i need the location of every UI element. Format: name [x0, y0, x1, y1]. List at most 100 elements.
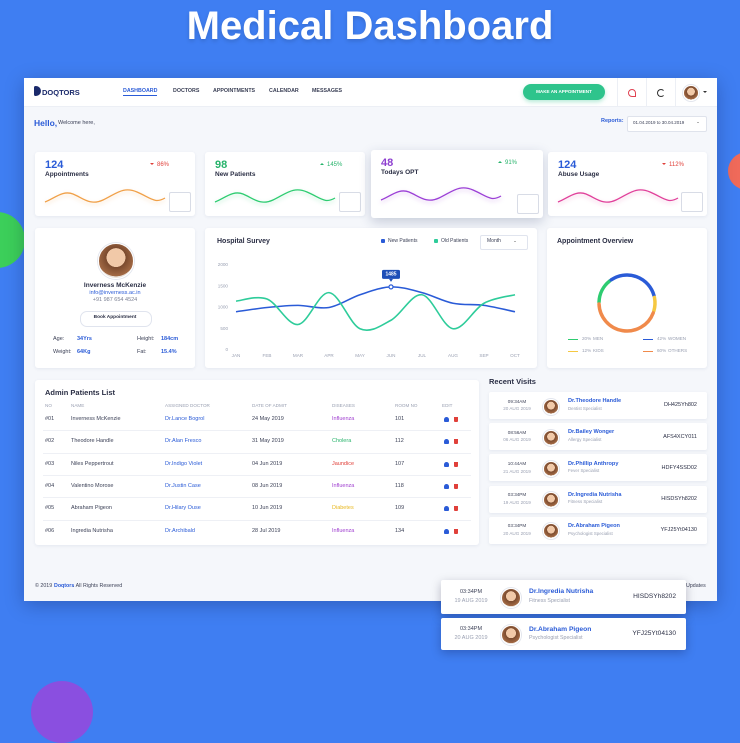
- visit-date: 20 AUG 2019: [503, 530, 531, 536]
- donut-card: [547, 228, 707, 368]
- table-cell: Dr.Indigo Violet: [165, 460, 203, 467]
- date-range-box[interactable]: [627, 116, 707, 132]
- stat-label: Todays OPT: [381, 169, 419, 176]
- table-cell: Abraham Pigeon: [71, 505, 112, 512]
- stat-value: 124: [45, 159, 64, 171]
- legend-value: 60%: [657, 348, 667, 353]
- date-caret: [697, 122, 699, 124]
- legend-value: 42%: [657, 336, 667, 341]
- table-cell: Dr.Archibald: [165, 527, 195, 534]
- delete-icon[interactable]: [454, 461, 458, 467]
- field-value: 15.4%: [161, 349, 177, 355]
- appointment-button[interactable]: [523, 84, 605, 100]
- field-value: 184cm: [161, 336, 179, 342]
- table-cell: 24 May 2019: [252, 416, 284, 422]
- stat-value: 98: [215, 159, 228, 171]
- visit-date: 21 AUG 2019: [503, 468, 531, 474]
- visit-specialty: Fitness Specialist: [568, 499, 603, 505]
- hello: Hello,: [34, 118, 58, 128]
- appointment-button-label: MAKE AN APPOINTMENT: [536, 89, 592, 94]
- avatar: [543, 429, 559, 446]
- visit-id: HISDSYh8202: [661, 495, 697, 502]
- visit-card[interactable]: [441, 618, 686, 650]
- delete-icon[interactable]: [454, 439, 458, 445]
- refresh-icon: [657, 89, 665, 97]
- legend-value: 20%: [582, 336, 592, 341]
- field-label: Weight:: [53, 349, 72, 355]
- avatar: [98, 243, 134, 279]
- avatar: [501, 588, 521, 608]
- visit-card[interactable]: [441, 580, 686, 614]
- visit-date: 06 AUG 2019: [503, 437, 531, 443]
- edit-icon[interactable]: [444, 439, 449, 445]
- edit-icon[interactable]: [444, 528, 449, 534]
- nav-divider: [617, 78, 618, 106]
- delete-icon[interactable]: [454, 417, 458, 422]
- visit-specialty: Allergy Specialist: [568, 437, 602, 443]
- column-header: DISEASES: [332, 403, 355, 408]
- nav-item[interactable]: APPOINTMENTS: [213, 88, 256, 94]
- legend-category: OTHERS: [668, 348, 688, 353]
- nav-item[interactable]: DOCTORS: [173, 88, 200, 94]
- avatar: [501, 625, 521, 645]
- delete-icon[interactable]: [454, 483, 458, 489]
- book-button-label: Book Appointment: [93, 315, 137, 320]
- visit-time: 03:34PM: [459, 625, 483, 632]
- nav-item[interactable]: CALENDAR: [269, 88, 299, 94]
- page: 0 500 1000 1500 2000 JAN FEB MAR APR MAY JUN JUL AUG…: [0, 6, 740, 743]
- visit-specialty: Fever Specialist: [568, 468, 600, 474]
- table-cell: 31 May 2019: [252, 438, 284, 445]
- edit-icon[interactable]: [444, 417, 449, 422]
- table-cell: Cholera: [332, 438, 352, 445]
- table-cell: Valentino Morose: [71, 482, 114, 489]
- column-header: ROOM NO: [395, 403, 418, 408]
- visit-card[interactable]: [489, 516, 707, 544]
- table-cell: Dr.Lance Bogrol: [165, 416, 205, 422]
- visit-time: 09:34AM: [507, 398, 527, 404]
- visit-card[interactable]: [489, 454, 707, 482]
- nav-divider: [646, 78, 647, 106]
- visit-card[interactable]: [489, 423, 707, 451]
- delete-icon[interactable]: [454, 506, 458, 512]
- deco-circle: [31, 681, 93, 743]
- table-title: Admin Patients List: [45, 388, 116, 397]
- legend-category: KIDS: [593, 348, 604, 353]
- profile-name: Inverness McKenzie: [83, 282, 147, 289]
- avatar: [683, 85, 699, 101]
- welcome: Welcome here,: [58, 120, 95, 126]
- delete-icon[interactable]: [454, 528, 458, 534]
- field-label: Fat:: [137, 349, 147, 355]
- table-cell: Inverness McKenzie: [71, 416, 121, 422]
- table-cell: #04: [45, 482, 55, 489]
- visit-name: Dr.Phillip Anthropy: [568, 460, 619, 467]
- book-button[interactable]: [80, 311, 152, 327]
- table-cell: 28 Jul 2019: [252, 527, 281, 534]
- visit-card[interactable]: [489, 392, 707, 419]
- nav-item[interactable]: DASHBOARD: [123, 88, 158, 97]
- table-cell: 134: [395, 527, 405, 534]
- chart-title: Hospital Survey: [217, 238, 270, 245]
- profile-phone: +91 987 654 4524: [92, 297, 138, 303]
- visit-name: Dr.Abraham Pigeon: [568, 523, 620, 530]
- table-cell: 118: [395, 482, 404, 489]
- visit-card[interactable]: [489, 485, 707, 513]
- logo: DOQTORS: [42, 88, 80, 97]
- field-label: Height:: [137, 336, 155, 342]
- column-header: EDIT: [442, 403, 453, 408]
- visit-id: AFS4XCY011: [663, 433, 697, 440]
- stat-change: 145%: [327, 162, 343, 168]
- avatar: [543, 460, 559, 477]
- stat-change: 86%: [157, 162, 170, 168]
- notification-icon: [628, 89, 636, 97]
- visit-time: 10:44AM: [507, 460, 527, 466]
- period-select[interactable]: [480, 235, 528, 250]
- table-cell: 08 Jun 2019: [252, 482, 283, 489]
- row-separator: [43, 430, 471, 432]
- date-range: 01.04.2019 to 30.04.2019: [633, 120, 685, 125]
- nav-item[interactable]: MESSAGES: [312, 88, 343, 94]
- edit-icon[interactable]: [444, 461, 449, 467]
- edit-icon[interactable]: [444, 506, 449, 512]
- row-separator: [43, 474, 471, 476]
- edit-icon[interactable]: [444, 483, 449, 489]
- visit-time: 03:34PM: [507, 523, 527, 529]
